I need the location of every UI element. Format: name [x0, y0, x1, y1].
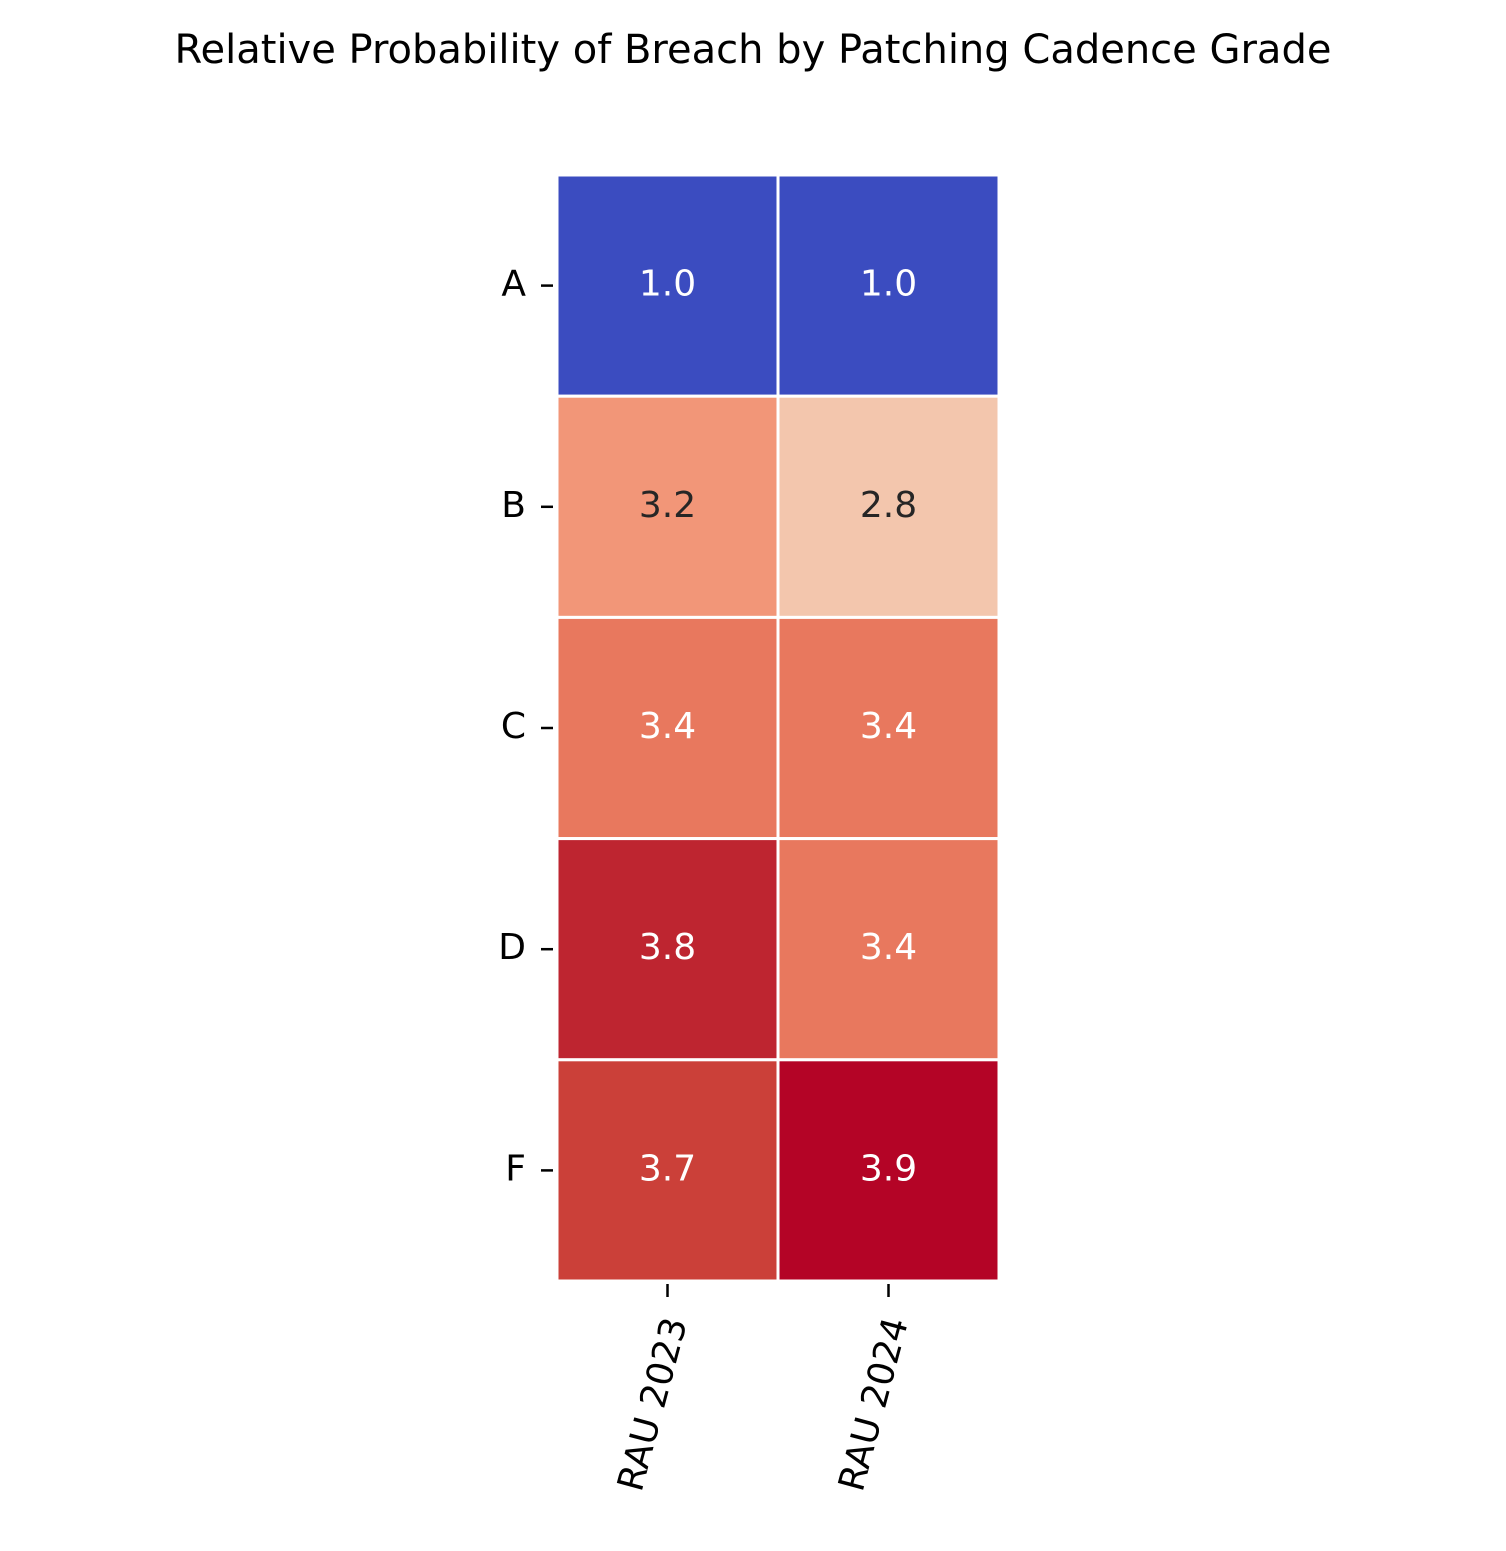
heatmap-cell — [555, 1058, 780, 1283]
heatmap-cell — [555, 394, 780, 619]
y-tick-label: B — [501, 485, 526, 526]
y-tick-label: A — [501, 264, 526, 305]
heatmap-cell — [555, 615, 780, 841]
cell-label: 1.0 — [860, 264, 917, 305]
cell-label: 3.4 — [639, 706, 696, 747]
cell-label: 3.7 — [639, 1148, 696, 1189]
chart-title: Relative Probability of Breach by Patchi… — [175, 27, 1332, 73]
heatmap-cell — [555, 173, 780, 398]
cell-label: 1.0 — [639, 264, 696, 305]
heatmap-cell — [776, 837, 1001, 1062]
heatmap-cell — [776, 1058, 1001, 1283]
y-tick-label: C — [501, 706, 526, 747]
cell-label: 3.4 — [860, 706, 917, 747]
y-tick-label: F — [505, 1148, 526, 1189]
cell-label: 3.9 — [860, 1148, 917, 1189]
y-tick-label: D — [498, 927, 526, 968]
cell-label: 2.8 — [860, 485, 917, 526]
heatmap-cell — [776, 394, 1001, 619]
cell-label: 3.4 — [860, 927, 917, 968]
heatmap-cell — [776, 615, 1001, 841]
cell-label: 3.8 — [639, 927, 696, 968]
cell-label: 3.2 — [639, 485, 696, 526]
